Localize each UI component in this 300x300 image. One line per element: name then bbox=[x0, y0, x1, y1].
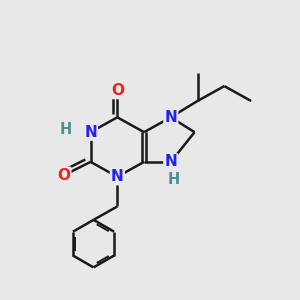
Text: H: H bbox=[168, 172, 180, 187]
Text: N: N bbox=[164, 110, 177, 125]
Text: N: N bbox=[84, 125, 97, 140]
Text: O: O bbox=[111, 83, 124, 98]
Text: O: O bbox=[57, 168, 70, 183]
Text: H: H bbox=[59, 122, 71, 137]
Text: N: N bbox=[111, 169, 124, 184]
Text: N: N bbox=[164, 154, 177, 169]
